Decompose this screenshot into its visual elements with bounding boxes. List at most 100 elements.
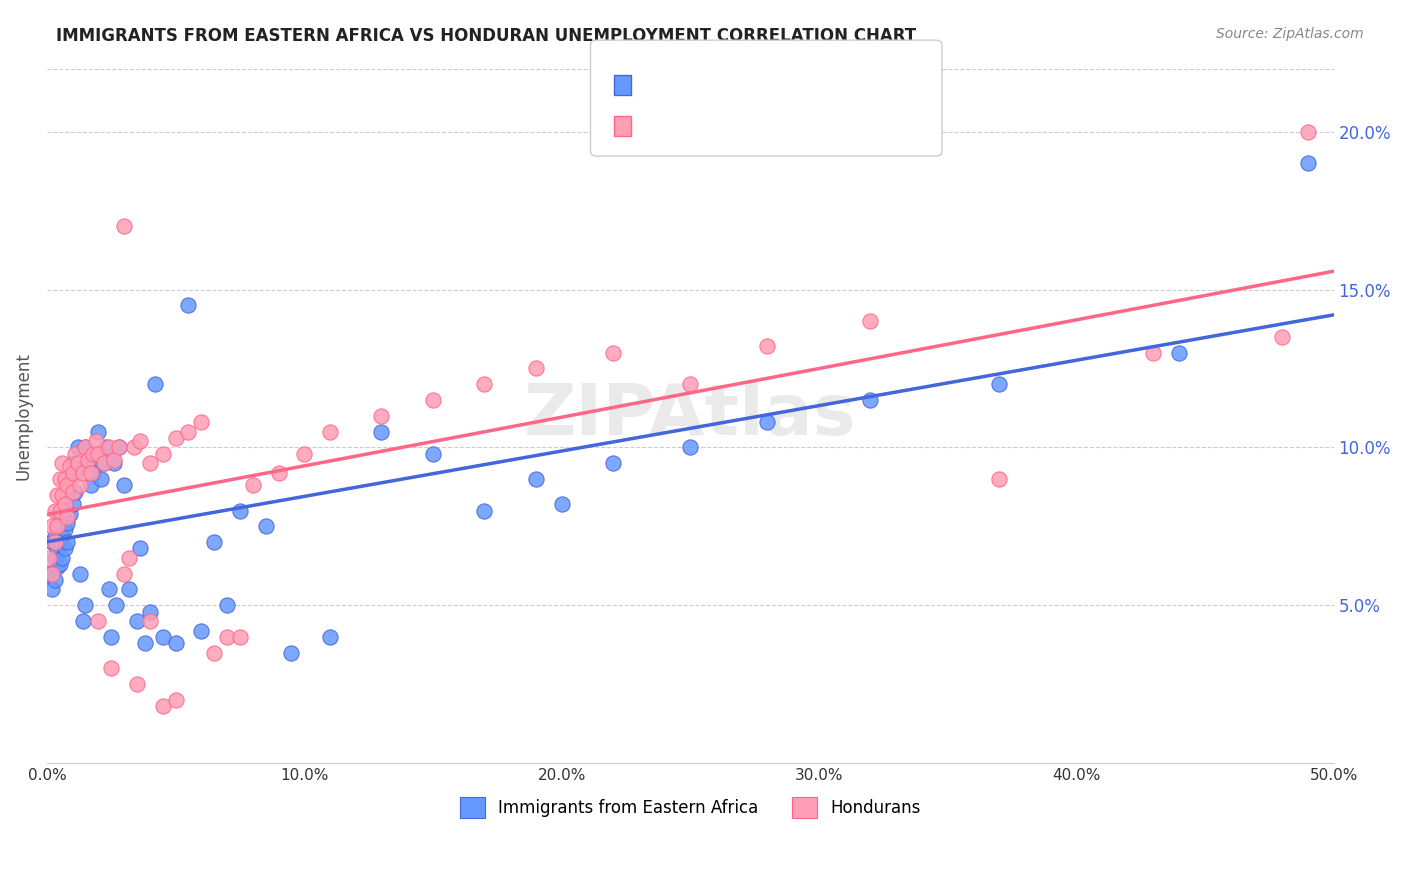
Text: R = 0.450   N = 67: R = 0.450 N = 67 [633,118,803,136]
Point [124,441,146,455]
Point [152,699,174,714]
Point [56,535,79,549]
Point [94,441,117,455]
Point [190,415,212,429]
Text: R = 0.490   N = 75: R = 0.490 N = 75 [633,76,803,94]
Point [602,345,624,359]
Point [44,550,66,565]
Point [1296,125,1319,139]
Point [59,507,82,521]
Point [165,693,187,707]
Point [474,503,496,517]
Point [859,314,882,328]
Point [63,484,86,499]
Point [77,456,100,470]
Point [118,582,141,597]
Point [69,459,91,474]
Point [44,529,66,543]
Point [152,447,174,461]
Point [53,472,76,486]
Point [93,456,115,470]
Point [267,466,290,480]
Point [66,456,89,470]
Point [44,573,66,587]
Point [46,541,69,556]
Point [69,566,91,581]
Point [229,630,252,644]
Point [229,503,252,517]
Point [46,519,69,533]
Point [38,566,60,581]
Point [84,434,107,448]
Point [103,453,125,467]
Point [177,425,200,439]
Point [128,434,150,448]
Point [202,535,225,549]
Point [143,377,166,392]
Point [280,646,302,660]
Point [97,582,120,597]
Point [370,409,392,423]
Point [44,535,66,549]
Point [1142,345,1164,359]
Point [90,472,112,486]
Point [988,377,1011,392]
Point [1296,156,1319,170]
Point [152,630,174,644]
Point [53,497,76,511]
Point [69,478,91,492]
Point [49,558,72,572]
Point [190,624,212,638]
Point [474,377,496,392]
Point [93,456,115,470]
Point [524,361,547,376]
Point [46,560,69,574]
Point [46,519,69,533]
Point [859,392,882,407]
Point [84,447,107,461]
Point [97,441,120,455]
Point [602,456,624,470]
Point [319,630,342,644]
Point [41,519,63,533]
Point [112,566,135,581]
Point [422,447,444,461]
Point [56,488,79,502]
Point [53,541,76,556]
Point [59,472,82,486]
Point [41,582,63,597]
Point [125,614,148,628]
Point [292,447,315,461]
Point [51,488,73,502]
Point [82,466,104,480]
Point [41,566,63,581]
Text: Source: ZipAtlas.com: Source: ZipAtlas.com [1216,27,1364,41]
Point [41,535,63,549]
Y-axis label: Unemployment: Unemployment [15,351,32,480]
Point [422,392,444,407]
Point [139,605,162,619]
Point [103,456,125,470]
Point [87,425,110,439]
Point [215,630,238,644]
Point [75,599,97,613]
Point [79,478,101,492]
Point [49,509,72,524]
Text: IMMIGRANTS FROM EASTERN AFRICA VS HONDURAN UNEMPLOYMENT CORRELATION CHART: IMMIGRANTS FROM EASTERN AFRICA VS HONDUR… [56,27,917,45]
Point [1168,345,1191,359]
Point [87,614,110,628]
Point [87,447,110,461]
Point [44,503,66,517]
Point [679,377,702,392]
Point [63,466,86,480]
Point [756,415,779,429]
Point [51,550,73,565]
Point [165,636,187,650]
Point [75,441,97,455]
Point [72,614,94,628]
Point [72,466,94,480]
Point [49,472,72,486]
Point [177,298,200,312]
Point [62,497,84,511]
Point [550,497,572,511]
